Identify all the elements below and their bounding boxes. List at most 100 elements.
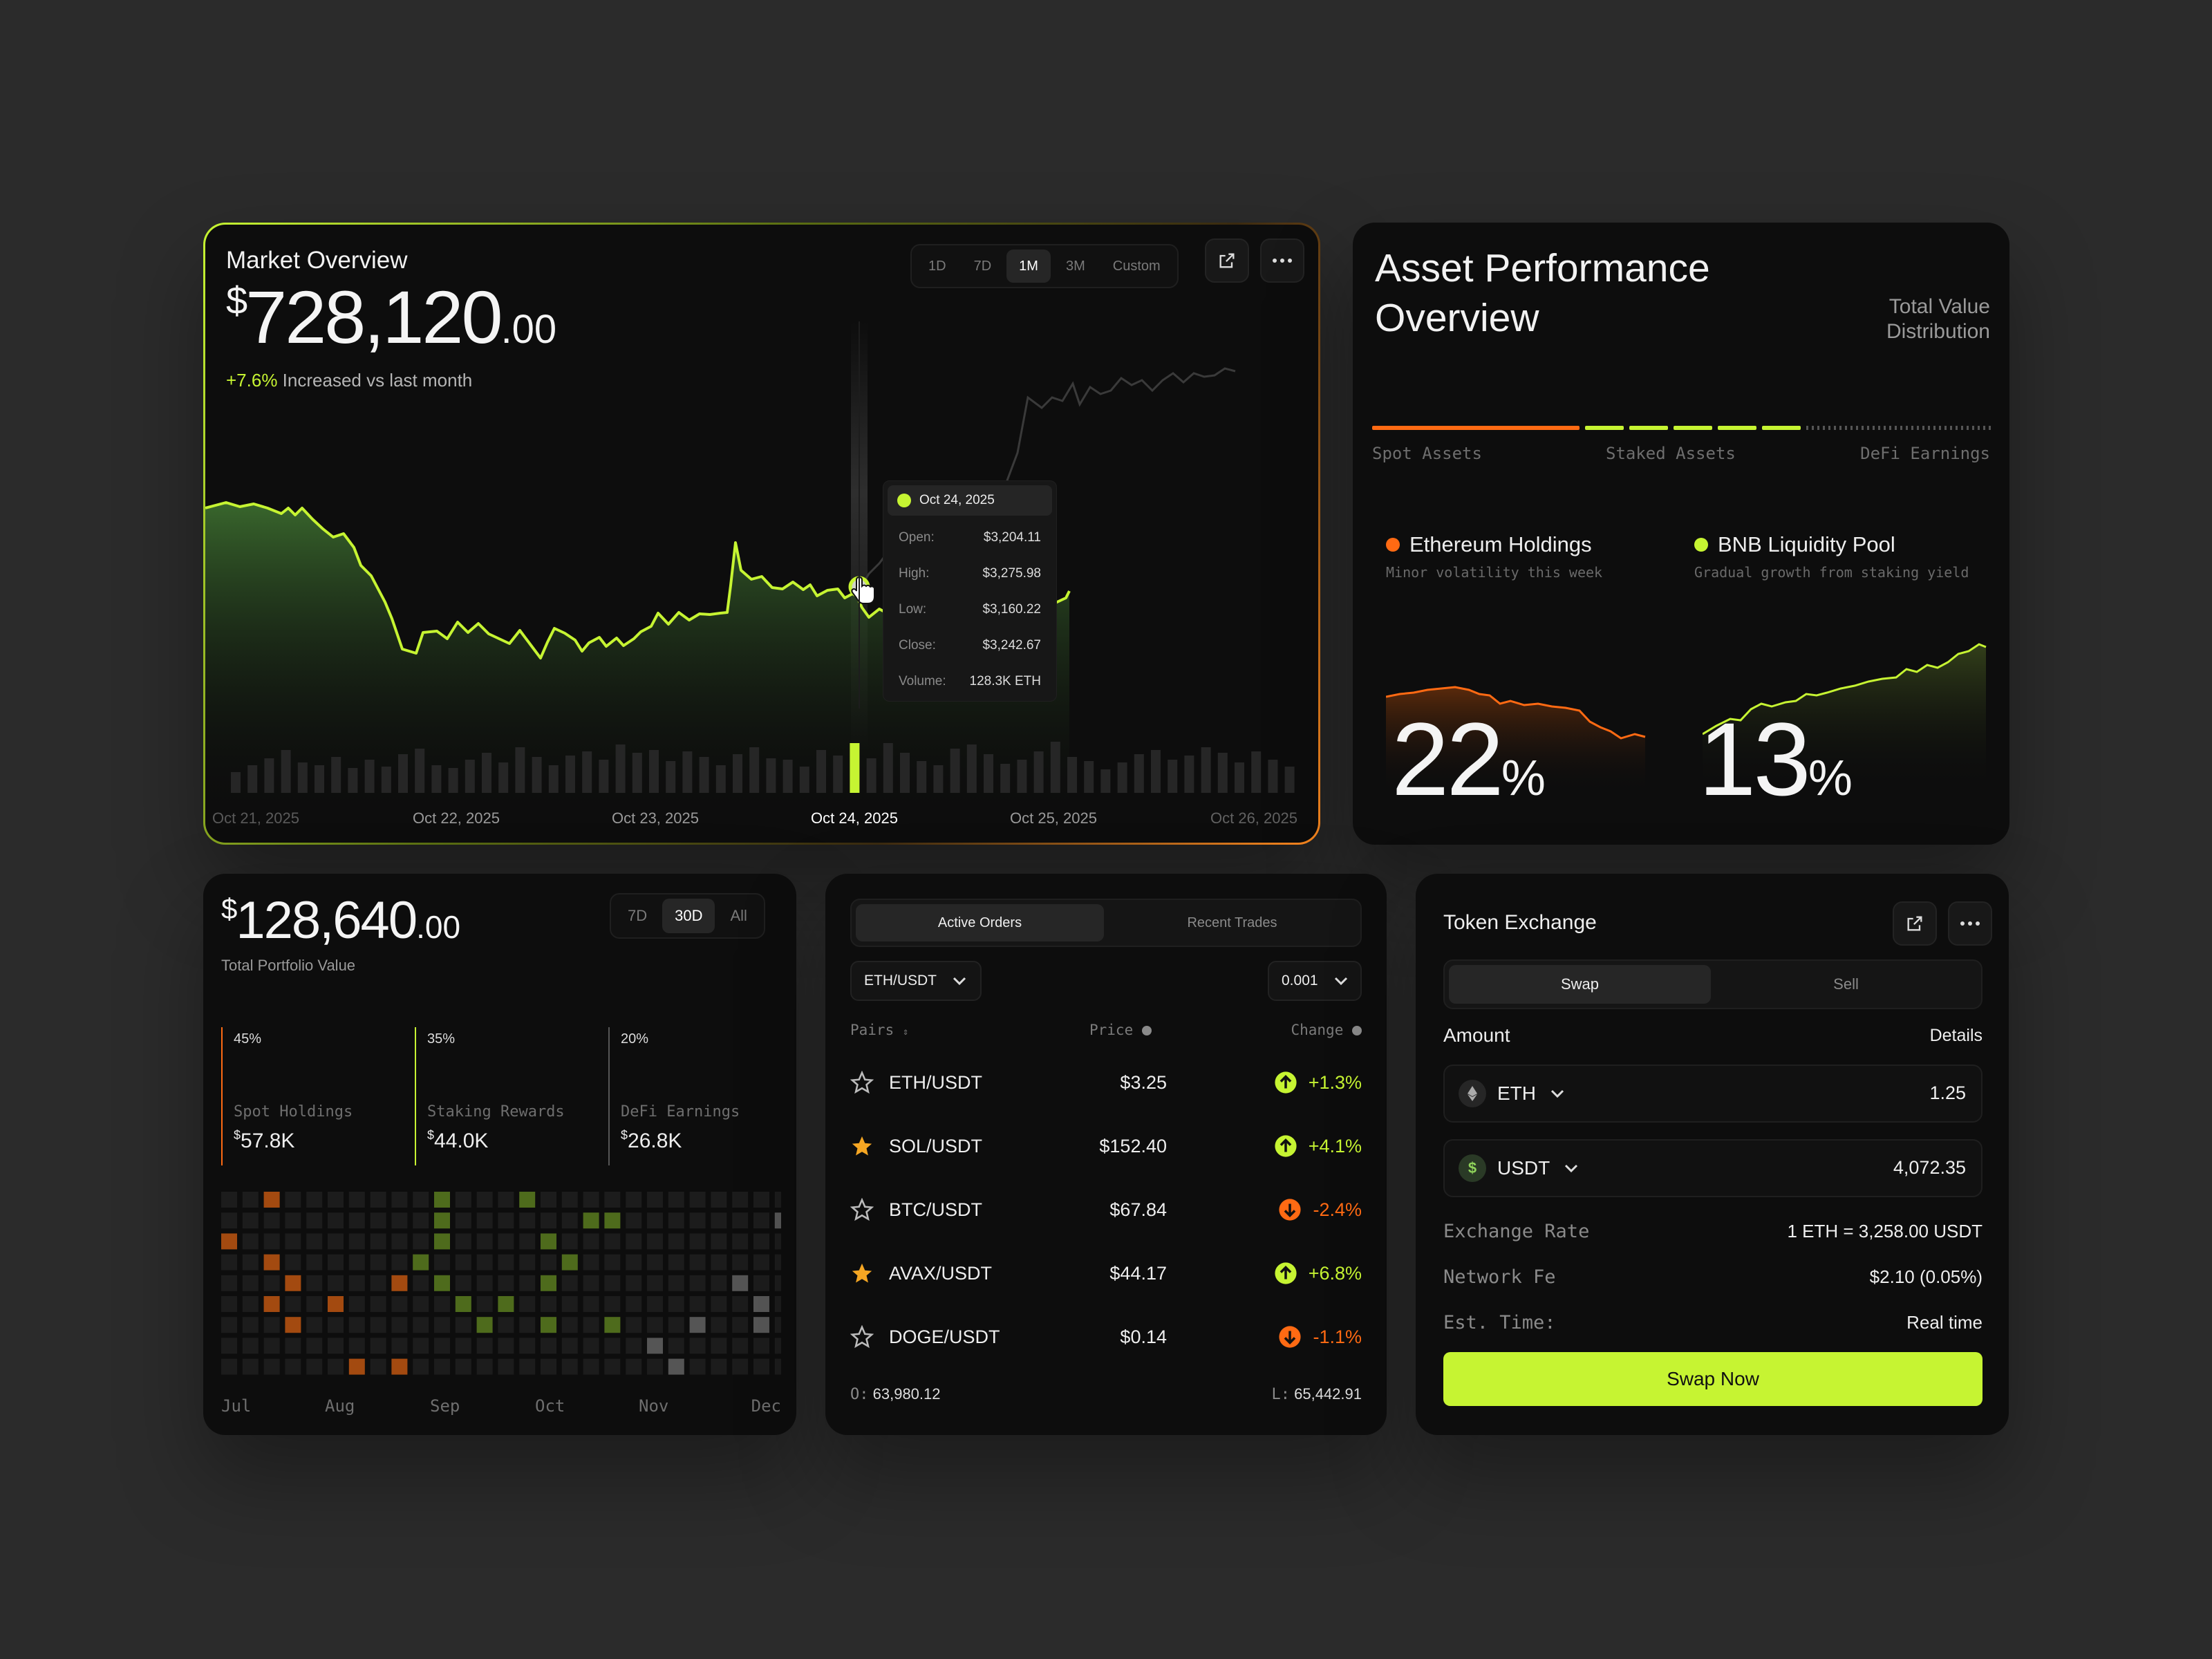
volume-bar — [498, 762, 509, 793]
heatmap-cell — [561, 1233, 578, 1250]
heatmap-cell — [647, 1317, 663, 1333]
heatmap-cell — [476, 1296, 493, 1312]
heatmap-cell — [263, 1192, 280, 1208]
heatmap-cell — [285, 1296, 301, 1312]
heatmap-cell — [455, 1296, 471, 1312]
heatmap-cell — [689, 1212, 706, 1229]
breakdown-percent: 45% — [234, 1031, 262, 1047]
range-7d[interactable]: 7D — [628, 907, 648, 924]
open-external-button[interactable] — [1205, 238, 1249, 283]
heatmap-cell — [306, 1192, 323, 1208]
order-change-value: +6.8% — [1308, 1262, 1362, 1284]
heatmap-cell — [626, 1233, 642, 1250]
heatmap-cell — [413, 1254, 429, 1271]
tooltip-header: Oct 24, 2025 — [888, 485, 1052, 516]
volume-bar — [666, 761, 676, 793]
step-select[interactable]: 0.001 — [1268, 961, 1362, 1001]
heatmap-cell — [753, 1275, 769, 1291]
heatmap-cell — [541, 1317, 556, 1333]
tab-sell[interactable]: Sell — [1833, 975, 1859, 993]
tab-swap[interactable]: Swap — [1449, 965, 1711, 1004]
star-filled-icon[interactable] — [850, 1262, 874, 1285]
heatmap-cell — [647, 1338, 663, 1354]
heatmap-cell — [583, 1317, 599, 1333]
range-1d[interactable]: 1D — [928, 258, 946, 274]
tooltip-open: Open: $3,204.11 — [899, 520, 1041, 556]
order-row[interactable]: AVAX/USDT $44.17 +6.8% — [850, 1253, 1362, 1294]
heatmap-cell — [732, 1192, 749, 1208]
heatmap-cell — [668, 1317, 684, 1333]
order-price: $152.40 — [1099, 1135, 1167, 1156]
range-30d[interactable]: 30D — [662, 899, 715, 933]
heatmap-cell — [519, 1212, 536, 1229]
order-change: +4.1% — [1274, 1134, 1362, 1158]
heatmap-cell — [455, 1233, 471, 1250]
heatmap-cell — [263, 1358, 280, 1375]
from-token-select[interactable]: ETH — [1459, 1080, 1565, 1107]
more-options-button[interactable] — [1260, 238, 1304, 283]
label-staked-assets: Staked Assets — [1606, 444, 1736, 463]
header-pairs[interactable]: Pairs ⇕ — [850, 1022, 908, 1038]
to-token-field[interactable]: $ USDT 4,072.35 — [1443, 1139, 1983, 1197]
order-row[interactable]: SOL/USDT $152.40 +4.1% — [850, 1125, 1362, 1167]
order-row[interactable]: ETH/USDT $3.25 +1.3% — [850, 1062, 1362, 1103]
from-amount[interactable]: 1.25 — [1929, 1082, 1966, 1103]
heatmap-cell — [604, 1212, 621, 1229]
volume-bar — [833, 756, 843, 793]
heatmap-cell — [583, 1192, 599, 1208]
heatmap-cell — [753, 1358, 769, 1375]
order-row[interactable]: DOGE/USDT $0.14 -1.1% — [850, 1316, 1362, 1358]
volume-bar — [448, 768, 458, 793]
order-change: -1.1% — [1278, 1325, 1362, 1349]
heatmap-cell — [647, 1358, 663, 1375]
tooltip-open-label: Open: — [899, 530, 935, 545]
amount-value: 26.8K — [628, 1130, 682, 1152]
star-filled-icon[interactable] — [850, 1134, 874, 1158]
exchange-rate-value: 1 ETH = 3,258.00 USDT — [1787, 1221, 1983, 1241]
range-1m[interactable]: 1M — [1006, 250, 1051, 283]
heatmap-cell — [774, 1358, 781, 1375]
heatmap-cell — [732, 1358, 749, 1375]
heatmap-cell — [391, 1296, 408, 1312]
currency-symbol: $ — [221, 892, 237, 925]
date-label-active: Oct 24, 2025 — [811, 809, 898, 827]
heatmap-cell — [328, 1233, 344, 1250]
order-change-value: +1.3% — [1308, 1071, 1362, 1093]
heatmap-cell — [498, 1212, 514, 1229]
more-options-button[interactable] — [1948, 901, 1992, 946]
month-label: Sep — [430, 1396, 460, 1416]
pair-select[interactable]: ETH/USDT — [850, 961, 982, 1001]
range-all[interactable]: All — [730, 907, 747, 924]
open-external-button[interactable] — [1893, 901, 1937, 946]
heatmap-cell — [604, 1296, 621, 1312]
details-link[interactable]: Details — [1929, 1026, 1983, 1045]
tab-recent-trades[interactable]: Recent Trades — [1187, 915, 1277, 930]
range-custom[interactable]: Custom — [1112, 258, 1161, 274]
volume-bar — [431, 765, 442, 793]
heatmap-cell — [583, 1254, 599, 1271]
range-7d[interactable]: 7D — [973, 258, 992, 274]
from-token-field[interactable]: ETH 1.25 — [1443, 1065, 1983, 1123]
heatmap-cell — [519, 1296, 536, 1312]
heatmap-cell — [711, 1317, 727, 1333]
star-outline-icon[interactable] — [850, 1071, 874, 1094]
activity-heatmap — [221, 1192, 781, 1375]
to-token-select[interactable]: $ USDT — [1459, 1154, 1579, 1182]
label-defi-earnings: DeFi Earnings — [1860, 444, 1990, 463]
order-price: $67.84 — [1109, 1199, 1167, 1220]
star-outline-icon[interactable] — [850, 1198, 874, 1221]
star-outline-icon[interactable] — [850, 1325, 874, 1349]
to-amount[interactable]: 4,072.35 — [1893, 1157, 1966, 1178]
arrow-down-icon — [1279, 1326, 1302, 1348]
swap-now-button[interactable]: Swap Now — [1443, 1352, 1983, 1406]
heatmap-cell — [348, 1275, 365, 1291]
heatmap-cell — [434, 1212, 450, 1229]
tab-active-orders[interactable]: Active Orders — [856, 904, 1104, 941]
heatmap-cell — [370, 1192, 386, 1208]
heatmap-cell — [221, 1212, 237, 1229]
heatmap-cell — [413, 1317, 429, 1333]
order-row[interactable]: BTC/USDT $67.84 -2.4% — [850, 1189, 1362, 1230]
heatmap-cell — [561, 1254, 578, 1271]
range-3m[interactable]: 3M — [1065, 258, 1085, 274]
price-tooltip: Oct 24, 2025 Open: $3,204.11 High: $3,275.… — [883, 480, 1057, 702]
